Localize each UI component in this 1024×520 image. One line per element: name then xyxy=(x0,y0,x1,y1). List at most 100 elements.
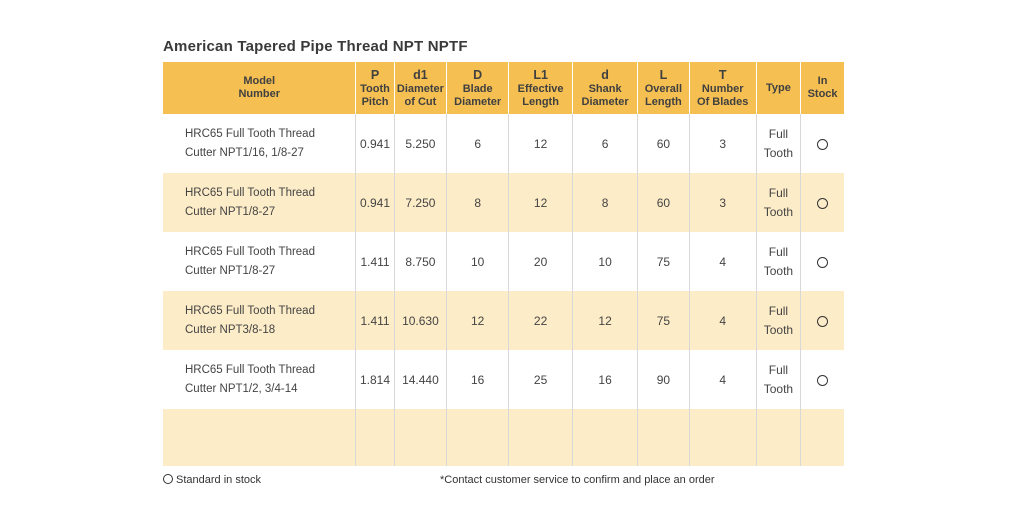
in-stock-cell xyxy=(800,350,844,409)
stock-legend: Standard in stock xyxy=(163,474,261,486)
shank-diameter-cell: 16 xyxy=(572,350,638,409)
model-size: Cutter NPT1/8-27 xyxy=(185,205,276,218)
diameter-cut-cell: 5.250 xyxy=(393,114,447,173)
circle-outline-icon xyxy=(817,374,829,386)
blades-cell: 4 xyxy=(688,232,757,291)
header-shank-diameter: d Shank Diameter xyxy=(572,62,638,114)
header-in-stock: In Stock xyxy=(800,62,844,114)
header-symbol: T xyxy=(718,68,727,82)
type-line2: Tooth xyxy=(763,322,794,337)
empty-cell xyxy=(800,409,844,466)
effective-length-cell: 12 xyxy=(508,114,573,173)
type-cell: Full Tooth xyxy=(755,350,801,409)
blades-cell: 4 xyxy=(688,291,757,350)
diameter-cut-cell: 14.440 xyxy=(393,350,447,409)
header-symbol: L1 xyxy=(533,68,548,82)
blade-diameter-cell: 6 xyxy=(446,114,509,173)
table-row: HRC65 Full Tooth Thread Cutter NPT3/8-18 … xyxy=(163,291,844,350)
circle-outline-icon xyxy=(817,256,829,268)
in-stock-cell xyxy=(800,173,844,232)
type-cell: Full Tooth xyxy=(755,232,801,291)
model-cell: HRC65 Full Tooth Thread Cutter NPT1/8-27 xyxy=(163,173,356,232)
empty-cell xyxy=(572,409,638,466)
header-label: Number Of Blades xyxy=(697,83,749,108)
empty-cell xyxy=(688,409,757,466)
empty-cell xyxy=(393,409,447,466)
circle-outline-icon xyxy=(817,197,829,209)
header-tooth-pitch: P Tooth Pitch xyxy=(355,62,395,114)
type-cell: Full Tooth xyxy=(755,173,801,232)
pitch-cell: 1.411 xyxy=(355,232,395,291)
overall-length-cell: 60 xyxy=(637,114,690,173)
overall-length-cell: 75 xyxy=(637,232,690,291)
header-label: Type xyxy=(765,81,791,94)
type-line2: Tooth xyxy=(763,145,794,160)
model-cell: HRC65 Full Tooth Thread Cutter NPT1/2, 3/… xyxy=(163,350,356,409)
blade-diameter-cell: 8 xyxy=(446,173,509,232)
header-label: Effective Length xyxy=(517,83,564,108)
diameter-cut-cell: 10.630 xyxy=(393,291,447,350)
header-symbol: d1 xyxy=(413,68,428,82)
header-label: Tooth Pitch xyxy=(360,83,390,108)
model-name: HRC65 Full Tooth Thread xyxy=(185,186,315,199)
diameter-cut-cell: 7.250 xyxy=(393,173,447,232)
pitch-cell: 0.941 xyxy=(355,114,395,173)
empty-cell xyxy=(446,409,509,466)
blade-diameter-cell: 16 xyxy=(446,350,509,409)
header-label: Overall Length xyxy=(644,83,683,108)
table-row: HRC65 Full Tooth Thread Cutter NPT1/8-27 … xyxy=(163,232,844,291)
effective-length-cell: 12 xyxy=(508,173,573,232)
circle-outline-icon xyxy=(817,138,829,150)
shank-diameter-cell: 8 xyxy=(572,173,638,232)
blades-cell: 4 xyxy=(688,350,757,409)
type-line1: Full xyxy=(768,244,789,259)
header-symbol: P xyxy=(370,68,380,82)
model-name: HRC65 Full Tooth Thread xyxy=(185,245,315,258)
empty-cell xyxy=(637,409,690,466)
effective-length-cell: 22 xyxy=(508,291,573,350)
model-size: Cutter NPT1/8-27 xyxy=(185,264,276,277)
type-line1: Full xyxy=(768,126,789,141)
diameter-cut-cell: 8.750 xyxy=(393,232,447,291)
type-line1: Full xyxy=(768,185,789,200)
order-note: *Contact customer service to confirm and… xyxy=(440,474,715,486)
type-line1: Full xyxy=(768,362,789,377)
page-title: American Tapered Pipe Thread NPT NPTF xyxy=(163,38,468,55)
in-stock-cell xyxy=(800,114,844,173)
model-size: Cutter NPT1/2, 3/4-14 xyxy=(185,382,298,395)
type-line2: Tooth xyxy=(763,204,794,219)
header-label: Diameter of Cut xyxy=(396,83,444,108)
overall-length-cell: 60 xyxy=(637,173,690,232)
header-label: Blade Diameter xyxy=(454,83,502,108)
circle-outline-icon xyxy=(163,474,173,484)
header-effective-length: L1 Effective Length xyxy=(508,62,573,114)
table-row-empty xyxy=(163,409,844,466)
model-cell: HRC65 Full Tooth Thread Cutter NPT1/8-27 xyxy=(163,232,356,291)
header-label: In Stock xyxy=(807,75,838,100)
header-symbol: D xyxy=(473,68,483,82)
model-cell: HRC65 Full Tooth Thread Cutter NPT3/8-18 xyxy=(163,291,356,350)
blades-cell: 3 xyxy=(688,114,757,173)
model-size: Cutter NPT1/16, 1/8-27 xyxy=(185,146,304,159)
blade-diameter-cell: 12 xyxy=(446,291,509,350)
pitch-cell: 1.814 xyxy=(355,350,395,409)
shank-diameter-cell: 10 xyxy=(572,232,638,291)
table-header-row: Model Number P Tooth Pitch d1 Diameter of … xyxy=(163,62,844,114)
pitch-cell: 1.411 xyxy=(355,291,395,350)
effective-length-cell: 25 xyxy=(508,350,573,409)
table-row: HRC65 Full Tooth Thread Cutter NPT1/16, 1… xyxy=(163,114,844,173)
type-line2: Tooth xyxy=(763,381,794,396)
type-cell: Full Tooth xyxy=(755,114,801,173)
model-size: Cutter NPT3/8-18 xyxy=(185,323,276,336)
overall-length-cell: 90 xyxy=(637,350,690,409)
blade-diameter-cell: 10 xyxy=(446,232,509,291)
in-stock-cell xyxy=(800,232,844,291)
model-name: HRC65 Full Tooth Thread xyxy=(185,304,315,317)
shank-diameter-cell: 12 xyxy=(572,291,638,350)
circle-outline-icon xyxy=(817,315,829,327)
header-diameter-of-cut: d1 Diameter of Cut xyxy=(393,62,447,114)
type-line2: Tooth xyxy=(763,263,794,278)
model-name: HRC65 Full Tooth Thread xyxy=(185,127,315,140)
header-type: Type xyxy=(755,62,801,114)
in-stock-cell xyxy=(800,291,844,350)
